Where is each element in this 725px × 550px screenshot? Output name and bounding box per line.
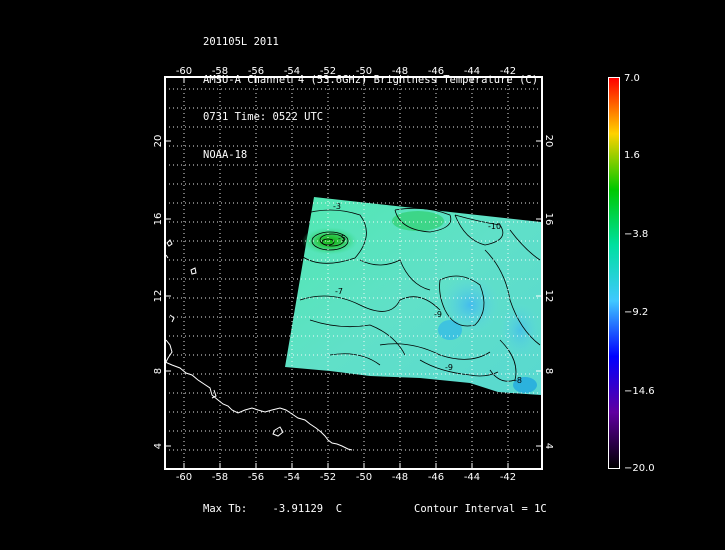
- lon-tick-label: -56: [248, 66, 264, 77]
- contour-label: -8: [514, 376, 522, 385]
- lon-tick-label: -52: [320, 472, 336, 483]
- lon-tick-label: -50: [356, 66, 372, 77]
- contour-label: -10: [488, 222, 501, 231]
- lat-tick-label: 12: [153, 290, 164, 303]
- contour-label-group: -3 -5 -7 -9 -10 -9 -8: [333, 202, 522, 385]
- colorbar-label: −3.8: [624, 229, 649, 240]
- colorbar-label: −14.6: [624, 386, 655, 397]
- contour-lines: [285, 207, 541, 382]
- colorbar-label: −20.0: [624, 463, 655, 474]
- lon-tick-label: -50: [356, 472, 372, 483]
- lon-tick-label: -46: [428, 66, 444, 77]
- colorbar-label: −9.2: [624, 307, 649, 318]
- coastline: [165, 239, 353, 451]
- contour-label: -9: [445, 363, 453, 372]
- lon-labels-top: -60 -58 -56 -54 -52 -50 -48 -46 -44 -42: [176, 66, 516, 77]
- colorbar-label: 7.0: [624, 73, 640, 84]
- colorbar: [608, 77, 620, 469]
- lon-tick-label: -44: [464, 66, 480, 77]
- contour-label: -7: [335, 287, 343, 296]
- lon-tick-label: -56: [248, 472, 264, 483]
- lon-tick-label: -44: [464, 472, 480, 483]
- lon-tick-label: -42: [500, 66, 516, 77]
- lon-labels-bottom: -60 -58 -56 -54 -52 -50 -48 -46 -44 -42: [176, 472, 516, 483]
- lat-tick-label: 12: [543, 290, 554, 303]
- lat-tick-label: 4: [153, 443, 164, 449]
- lat-labels-right: 4 8 12 16 20: [543, 135, 554, 450]
- lat-tick-label: 20: [543, 135, 554, 148]
- lat-tick-label: 4: [543, 443, 554, 449]
- lon-tick-label: -48: [392, 472, 408, 483]
- tick-marks: [165, 77, 542, 469]
- colorbar-label: 1.6: [624, 150, 640, 161]
- map-frame: [164, 76, 543, 470]
- lat-tick-label: 16: [543, 213, 554, 226]
- title-line-1: 201105L 2011: [203, 36, 279, 48]
- lon-tick-label: -48: [392, 66, 408, 77]
- lon-tick-label: -54: [284, 472, 300, 483]
- title-line-4: NOAA-18: [203, 148, 248, 161]
- contour-label: -9: [434, 310, 442, 319]
- lon-tick-label: -42: [500, 472, 516, 483]
- lat-tick-label: 8: [153, 368, 164, 374]
- lon-tick-label: -58: [212, 472, 228, 483]
- contour-label: -3: [333, 202, 341, 211]
- max-tb-text: Max Tb: -3.91129 C: [203, 503, 343, 515]
- lat-tick-label: 16: [153, 213, 164, 226]
- lon-tick-label: -52: [320, 66, 336, 77]
- lat-tick-label: 8: [543, 368, 554, 374]
- lon-tick-label: -60: [176, 472, 192, 483]
- lon-tick-label: -46: [428, 472, 444, 483]
- title-line-3: 0731 Time: 0522 UTC: [203, 111, 324, 123]
- contour-interval-text: Contour Interval = 1C: [414, 503, 547, 515]
- swath-image: -3 -5 -7 -9 -10 -9 -8: [285, 197, 541, 395]
- contour-label: -5: [338, 234, 346, 243]
- lat-labels-left: 4 8 12 16 20: [153, 135, 164, 450]
- lon-tick-label: -54: [284, 66, 300, 77]
- lon-tick-label: -60: [176, 66, 192, 77]
- lat-tick-label: 20: [153, 135, 164, 148]
- graticule: [165, 77, 542, 469]
- lon-tick-label: -58: [212, 66, 228, 77]
